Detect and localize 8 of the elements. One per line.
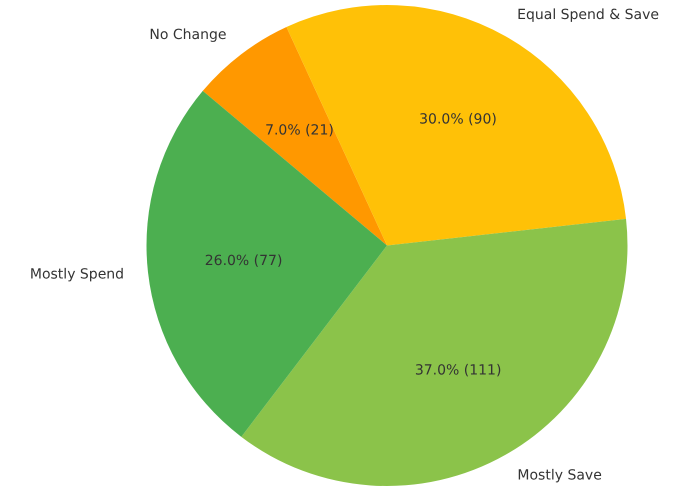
slice-label: Equal Spend & Save bbox=[517, 6, 659, 23]
data-label: 37.0% (111) bbox=[414, 362, 502, 379]
slice-label: Mostly Spend bbox=[30, 266, 124, 282]
slice-label: Mostly Save bbox=[517, 467, 602, 484]
data-label: 26.0% (77) bbox=[204, 253, 282, 270]
slice-label: No Change bbox=[149, 26, 226, 43]
data-label: 7.0% (21) bbox=[265, 122, 334, 138]
data-label: 30.0% (90) bbox=[419, 112, 497, 128]
